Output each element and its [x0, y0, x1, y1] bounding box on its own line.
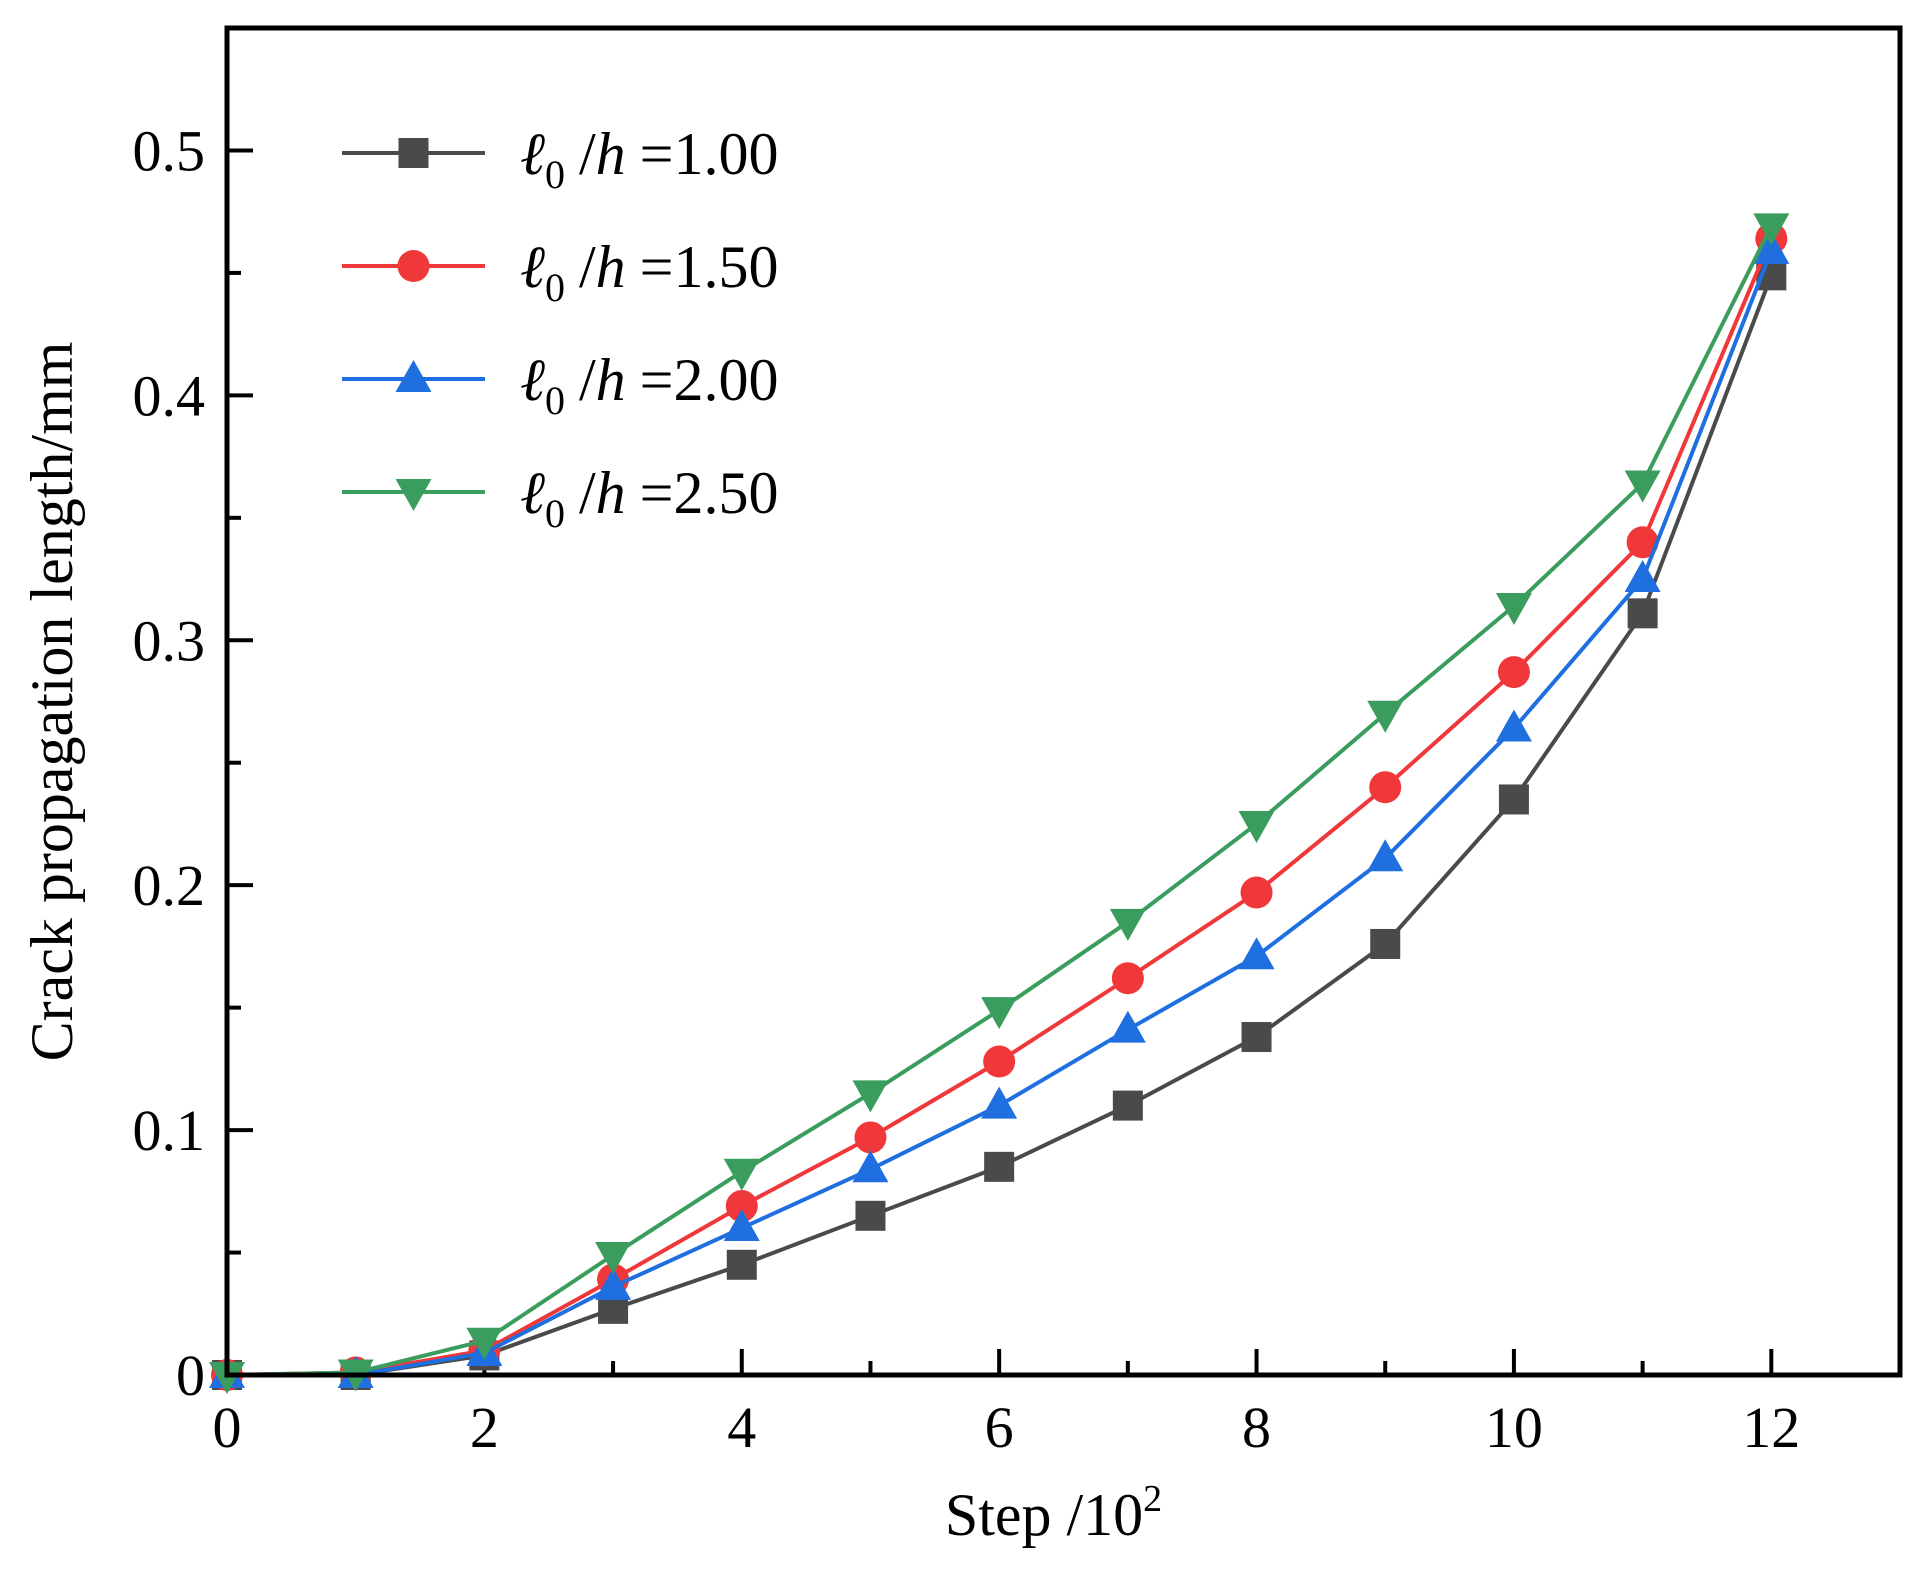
legend-item: ℓ0 /h =2.00 — [342, 347, 779, 423]
data-point — [1495, 592, 1532, 625]
legend-subscript: 0 — [545, 378, 565, 423]
data-point — [1495, 709, 1532, 742]
legend-item: ℓ0 /h =1.00 — [342, 121, 779, 197]
legend-slash: / — [579, 234, 596, 300]
legend-italic: h — [596, 121, 626, 187]
data-point — [854, 1121, 887, 1154]
data-point — [466, 1327, 503, 1360]
legend-value: =1.00 — [640, 121, 779, 187]
legend-symbol: ℓ — [520, 347, 545, 413]
series-layer — [209, 213, 1790, 1394]
legend-italic: h — [596, 347, 626, 413]
y-tick-label: 0.3 — [133, 608, 206, 673]
data-point — [983, 1045, 1016, 1078]
data-point — [1367, 700, 1404, 733]
data-point — [1626, 526, 1659, 559]
legend-symbol: ℓ — [520, 234, 545, 300]
legend-italic: h — [596, 460, 626, 526]
data-point — [1241, 1022, 1272, 1053]
data-point — [1367, 839, 1404, 872]
y-tick-label: 0.5 — [133, 118, 206, 183]
legend-label: ℓ0 /h =2.00 — [520, 347, 779, 423]
legend-marker — [397, 250, 430, 282]
data-point — [1753, 213, 1790, 246]
legend-symbol: ℓ — [520, 460, 545, 526]
data-point — [1238, 937, 1275, 970]
x-axis-title: Step /102 — [945, 1478, 1162, 1548]
data-point — [981, 997, 1018, 1030]
y-tick-label: 0.1 — [133, 1098, 206, 1163]
x-axis-title-base: Step /10 — [945, 1482, 1143, 1548]
legend-marker — [395, 479, 432, 511]
plot-frame — [224, 25, 1903, 1378]
legend-subscript: 0 — [545, 265, 565, 310]
legend-slash: / — [579, 121, 596, 187]
data-point — [855, 1200, 886, 1231]
data-point — [1753, 231, 1790, 264]
data-point — [723, 1158, 760, 1191]
x-tick-label: 4 — [727, 1395, 756, 1460]
data-point — [209, 1362, 245, 1394]
data-point — [1497, 656, 1530, 689]
data-point — [723, 1209, 760, 1242]
series-4 — [209, 213, 1790, 1394]
x-axis-title-superscript: 2 — [1143, 1478, 1162, 1520]
x-tick-label: 10 — [1485, 1395, 1543, 1460]
y-tick-label: 0 — [176, 1343, 205, 1408]
legend-value: =1.50 — [640, 234, 779, 300]
data-point — [1624, 470, 1661, 503]
legend-label: ℓ0 /h =2.50 — [520, 460, 779, 536]
x-tick-label: 6 — [985, 1395, 1014, 1460]
x-tick-label: 8 — [1242, 1395, 1271, 1460]
data-point — [1369, 771, 1402, 804]
legend-slash: / — [579, 347, 596, 413]
legend-item: ℓ0 /h =1.50 — [342, 234, 779, 310]
legend-symbol: ℓ — [520, 121, 545, 187]
data-point — [981, 1086, 1018, 1119]
data-point — [1624, 560, 1661, 593]
data-point — [1238, 810, 1275, 843]
data-point — [1111, 962, 1144, 995]
data-point — [1112, 1090, 1143, 1121]
legend-value: =2.50 — [640, 460, 779, 526]
data-point — [1109, 908, 1146, 941]
data-point — [595, 1267, 632, 1300]
legend-slash: / — [579, 460, 596, 526]
data-point — [1498, 784, 1529, 815]
data-point — [984, 1151, 1015, 1182]
y-axis-title: Crack propagation length/mm — [19, 342, 85, 1062]
data-point — [1370, 928, 1401, 959]
data-point — [725, 1190, 758, 1223]
data-point — [1240, 876, 1273, 909]
x-tick-label: 0 — [213, 1395, 242, 1460]
data-point — [595, 1241, 632, 1274]
legend-label: ℓ0 /h =1.50 — [520, 234, 779, 310]
legend-subscript: 0 — [545, 491, 565, 536]
x-tick-label: 2 — [470, 1395, 499, 1460]
legend-marker — [398, 138, 429, 168]
y-tick-label: 0.4 — [133, 363, 206, 428]
data-point — [726, 1249, 757, 1280]
legend-italic: h — [596, 234, 626, 300]
x-tick-label: 12 — [1742, 1395, 1800, 1460]
y-tick-label: 0.2 — [133, 853, 206, 918]
data-point — [1109, 1010, 1146, 1043]
data-point — [852, 1150, 889, 1183]
data-point — [852, 1080, 889, 1113]
tick-labels-layer: 0 2 4 6 8 10 12 0 0.1 0.2 0.3 0.4 0.5 — [133, 118, 1801, 1460]
data-point — [1627, 598, 1658, 629]
legend-value: =2.00 — [640, 347, 779, 413]
legend-item: ℓ0 /h =2.50 — [342, 460, 779, 536]
legend-marker — [395, 360, 432, 392]
legend-subscript: 0 — [545, 152, 565, 197]
legend-label: ℓ0 /h =1.00 — [520, 121, 779, 197]
